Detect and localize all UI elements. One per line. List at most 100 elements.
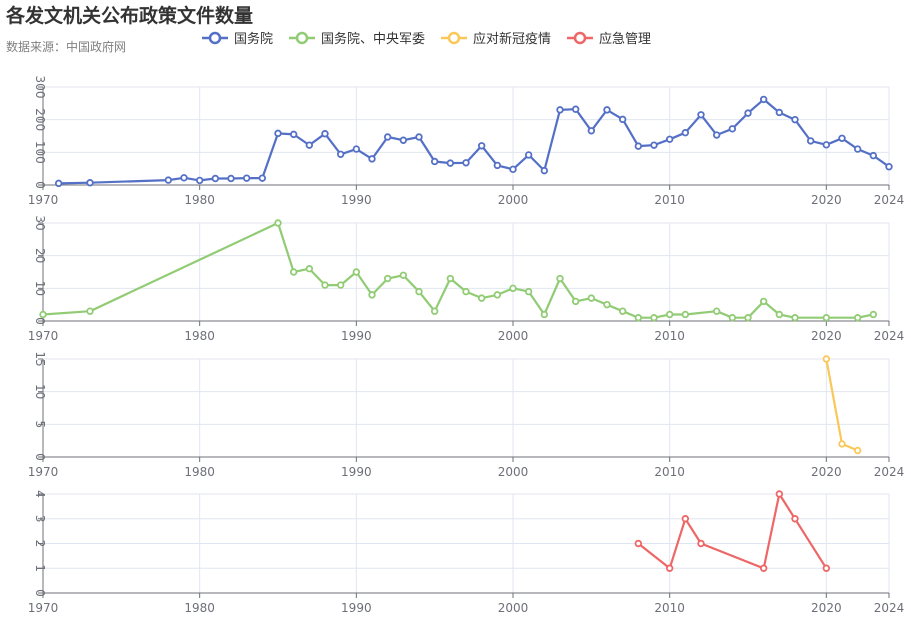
data-point — [274, 219, 282, 227]
legend-item-covid[interactable]: 应对新冠疫情 — [441, 28, 551, 47]
legend-item-emergency[interactable]: 应急管理 — [567, 28, 651, 47]
data-point — [289, 130, 298, 139]
data-point — [634, 142, 643, 150]
x-tick-label: 2020 — [811, 601, 842, 615]
x-tick-label: 2024 — [874, 193, 905, 207]
data-point — [415, 287, 423, 296]
data-point — [415, 133, 423, 141]
x-tick-label: 2010 — [654, 465, 685, 479]
chart-subtitle: 数据来源：中国政府网 — [6, 40, 127, 54]
legend-marker-icon — [202, 31, 228, 44]
y-tick-label: 1 — [33, 564, 47, 572]
chart-legend: 国务院 国务院、中央军委 应对新冠疫情 应急管理 — [202, 28, 667, 47]
data-point — [399, 271, 408, 279]
data-point — [180, 174, 188, 182]
x-tick-label: 1990 — [341, 465, 372, 479]
data-point — [39, 310, 47, 319]
legend-item-guowuyuan[interactable]: 国务院 — [202, 28, 273, 47]
data-point — [493, 291, 502, 299]
data-point — [509, 284, 517, 293]
x-tick-label: 2010 — [654, 193, 685, 207]
data-point — [603, 300, 611, 309]
x-tick-label: 2000 — [498, 601, 529, 615]
data-point — [211, 174, 220, 183]
data-point — [336, 281, 345, 289]
data-point — [650, 314, 658, 322]
data-point — [728, 314, 737, 322]
data-point — [759, 95, 768, 104]
data-point — [650, 141, 658, 149]
x-tick-label: 1980 — [184, 465, 215, 479]
data-point — [86, 307, 94, 315]
x-tick-label: 2024 — [874, 601, 905, 615]
data-point — [681, 310, 690, 319]
data-point — [242, 174, 251, 182]
data-point — [697, 539, 705, 548]
data-point — [618, 307, 627, 315]
x-tick-label: 2010 — [654, 601, 685, 615]
data-point — [744, 109, 752, 117]
data-point — [352, 145, 361, 153]
legend-item-junwei[interactable]: 国务院、中央军委 — [289, 28, 425, 47]
data-point — [853, 446, 862, 455]
y-tick-label: 10 — [33, 281, 47, 296]
data-point — [571, 297, 580, 306]
data-point — [540, 166, 549, 175]
data-point — [838, 134, 846, 142]
data-point — [853, 145, 862, 153]
data-point — [399, 136, 408, 144]
x-tick-label: 1970 — [28, 329, 59, 343]
data-point — [336, 150, 345, 158]
data-point — [477, 142, 486, 150]
data-point — [806, 137, 815, 145]
data-point — [775, 108, 784, 117]
data-point — [665, 135, 674, 143]
y-tick-label: 15 — [33, 351, 47, 366]
data-point — [195, 176, 204, 185]
data-point — [164, 176, 173, 184]
data-point — [86, 179, 94, 187]
data-point — [838, 440, 846, 448]
data-point — [618, 115, 627, 124]
data-point — [477, 294, 486, 302]
y-tick-label: 10 — [33, 384, 47, 399]
x-tick-label: 1980 — [184, 193, 215, 207]
data-point — [383, 274, 392, 283]
data-point — [665, 564, 674, 572]
data-point — [634, 539, 643, 548]
data-point — [822, 314, 831, 322]
data-point — [822, 564, 831, 572]
data-point — [430, 157, 439, 166]
legend-label: 国务院、中央军委 — [321, 32, 426, 47]
y-tick-label: 4 — [33, 490, 47, 498]
series-line — [637, 492, 828, 570]
data-point — [587, 294, 596, 302]
data-point — [791, 314, 799, 322]
y-tick-label: 200 — [33, 108, 47, 131]
x-tick-label: 2020 — [811, 193, 842, 207]
y-tick-label: 300 — [33, 76, 47, 99]
x-tick-label: 1970 — [28, 601, 59, 615]
data-point — [759, 297, 768, 306]
data-point — [634, 314, 643, 322]
y-tick-label: 30 — [33, 215, 47, 230]
data-point — [869, 151, 878, 160]
data-point — [665, 310, 674, 319]
data-point — [775, 310, 784, 319]
y-tick-label: 3 — [33, 515, 47, 523]
data-point — [446, 274, 455, 283]
data-point — [368, 155, 376, 163]
data-point — [227, 174, 235, 183]
legend-marker-icon — [289, 31, 316, 44]
data-point — [822, 355, 831, 363]
data-point — [759, 564, 768, 572]
data-point — [791, 515, 799, 523]
series-line — [42, 221, 874, 319]
x-tick-label: 1990 — [341, 329, 372, 343]
x-tick-label: 2020 — [811, 465, 842, 479]
legend-label: 国务院 — [234, 32, 274, 47]
y-tick-label: 100 — [33, 141, 47, 164]
series-line — [825, 358, 859, 452]
data-point — [430, 307, 439, 315]
x-tick-label: 2000 — [498, 193, 529, 207]
